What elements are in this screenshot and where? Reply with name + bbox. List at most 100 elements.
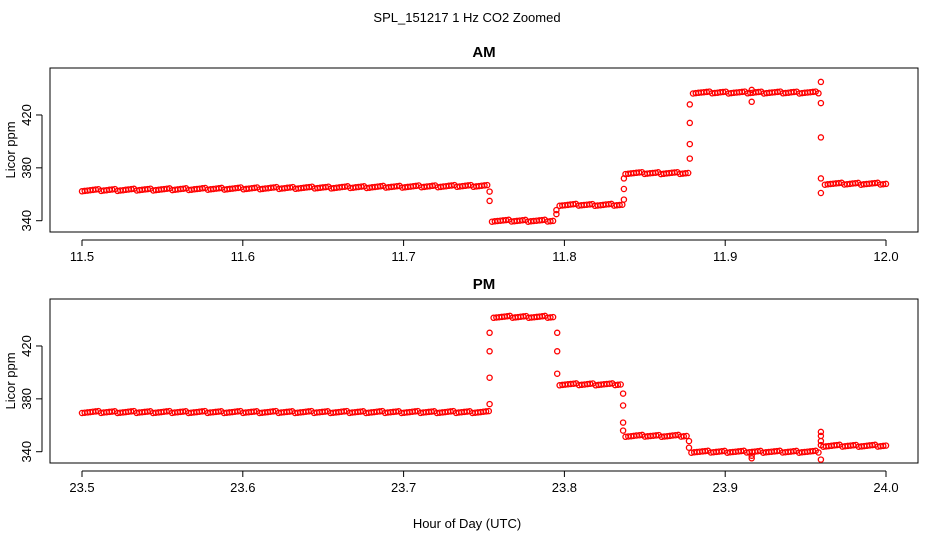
- panel-pm-y-axis: 340 380 420: [19, 335, 43, 463]
- am-transition-point: [748, 98, 755, 106]
- am-data-point: [684, 169, 692, 177]
- am-y-tick-label: 380: [19, 157, 34, 179]
- am-data-point: [538, 216, 546, 224]
- am-transition-point: [620, 196, 628, 203]
- pm-data-point: [617, 381, 624, 388]
- am-transition-point: [620, 175, 628, 182]
- am-x-tick-label: 11.6: [231, 249, 255, 264]
- pm-transition-point: [619, 402, 627, 409]
- am-transition-point: [620, 185, 628, 193]
- am-transition-point: [553, 210, 560, 218]
- pm-data-point: [680, 433, 688, 440]
- am-transition-point: [486, 197, 493, 205]
- am-data-point: [682, 170, 689, 177]
- am-data-point: [547, 217, 554, 225]
- am-data-point: [502, 216, 510, 224]
- pm-x-tick-label: 23.5: [69, 480, 94, 495]
- pm-data-point: [754, 447, 761, 455]
- pm-x-tick-label: 23.7: [391, 480, 416, 495]
- pm-data-point: [882, 442, 890, 449]
- pm-data-point: [198, 408, 206, 415]
- pm-data-point: [485, 407, 493, 415]
- pm-data-point: [815, 449, 822, 456]
- pm-data-point: [269, 408, 277, 415]
- am-transition-point: [817, 175, 825, 182]
- pm-transition-point: [619, 390, 627, 397]
- pm-data-point: [614, 381, 622, 389]
- pm-data-point: [127, 408, 135, 415]
- pm-transition-point: [486, 374, 493, 381]
- am-transition-point: [686, 101, 694, 108]
- pm-transition-point: [685, 437, 693, 445]
- pm-data-point: [790, 447, 797, 455]
- am-transition-point: [553, 206, 560, 214]
- am-y-tick-label: 340: [19, 210, 34, 232]
- am-data-point: [483, 181, 491, 189]
- am-x-tick-label: 11.8: [552, 249, 576, 264]
- pm-data-point: [447, 408, 454, 415]
- pm-transition-point: [748, 455, 755, 462]
- pm-x-tick-label: 24.0: [873, 480, 898, 495]
- am-x-tick-label: 12.0: [873, 249, 898, 264]
- panel-am-y-axis: 340 380 420: [19, 104, 43, 232]
- pm-transition-point: [553, 348, 561, 355]
- am-x-tick-label: 11.7: [391, 249, 415, 264]
- pm-transition-point: [486, 329, 493, 337]
- panel-am-points: [78, 78, 890, 225]
- pm-transition-point: [553, 370, 561, 377]
- am-transition-point: [748, 86, 755, 94]
- pm-data-point: [549, 313, 557, 321]
- pm-data-point: [737, 447, 745, 455]
- pm-x-tick-label: 23.9: [713, 480, 738, 495]
- pm-y-tick-label: 380: [19, 388, 34, 410]
- panel-pm-x-axis: 23.5 23.6 23.7 23.8 23.9 24.0: [69, 470, 899, 495]
- panel-am-frame: [49, 67, 919, 233]
- figure-suptitle: SPL_151217 1 Hz CO2 Zoomed: [373, 10, 560, 25]
- panel-am: AM Licor ppm 11.5 11.6 11.7 11.8 11.9 12.0 34…: [3, 44, 919, 264]
- pm-data-point: [718, 447, 726, 455]
- am-data-point: [852, 179, 859, 187]
- pm-data-point: [547, 314, 554, 321]
- pm-transition-point: [486, 400, 493, 408]
- pm-transition-point: [619, 419, 627, 426]
- pm-data-point: [163, 408, 170, 415]
- am-y-tick-label: 420: [19, 104, 34, 126]
- pm-transition-point: [817, 456, 825, 463]
- pm-transition-point: [619, 427, 627, 434]
- am-data-point: [879, 180, 887, 188]
- pm-data-point: [683, 432, 690, 440]
- am-data-point: [549, 217, 557, 225]
- pm-transition-point: [486, 348, 493, 355]
- panel-pm-title: PM: [473, 276, 496, 293]
- panel-pm-frame: [49, 298, 919, 464]
- pm-data-point: [701, 447, 709, 455]
- panel-pm: PM Licor ppm 23.5 23.6 23.7 23.8 23.9 24.0 34…: [3, 276, 919, 495]
- am-transition-point: [817, 99, 825, 107]
- am-data-point: [481, 182, 488, 189]
- pm-data-point: [833, 441, 841, 449]
- pm-transition-point: [817, 441, 825, 449]
- pm-data-point: [482, 408, 490, 415]
- am-transition-point: [817, 189, 825, 197]
- am-transition-point: [817, 78, 825, 86]
- pm-y-tick-label: 340: [19, 441, 34, 463]
- am-transition-point: [686, 140, 694, 148]
- pm-data-point: [809, 447, 817, 455]
- pm-transition-point: [817, 428, 825, 436]
- pm-data-point: [376, 408, 383, 415]
- pm-data-point: [880, 442, 887, 450]
- am-data-point: [719, 88, 727, 96]
- am-transition-point: [686, 155, 694, 162]
- panel-am-title: AM: [472, 44, 495, 61]
- am-x-tick-label: 11.9: [713, 249, 737, 264]
- pm-data-point: [340, 408, 348, 415]
- figure-xlabel: Hour of Day (UTC): [413, 516, 521, 531]
- pm-transition-point: [817, 437, 825, 445]
- am-data-point: [882, 180, 890, 188]
- pm-data-point: [773, 447, 781, 455]
- pm-transition-point: [685, 444, 693, 451]
- am-transition-point: [686, 119, 694, 127]
- am-x-tick-label: 11.5: [70, 249, 94, 264]
- panel-am-x-axis: 11.5 11.6 11.7 11.8 11.9 12.0: [70, 239, 899, 264]
